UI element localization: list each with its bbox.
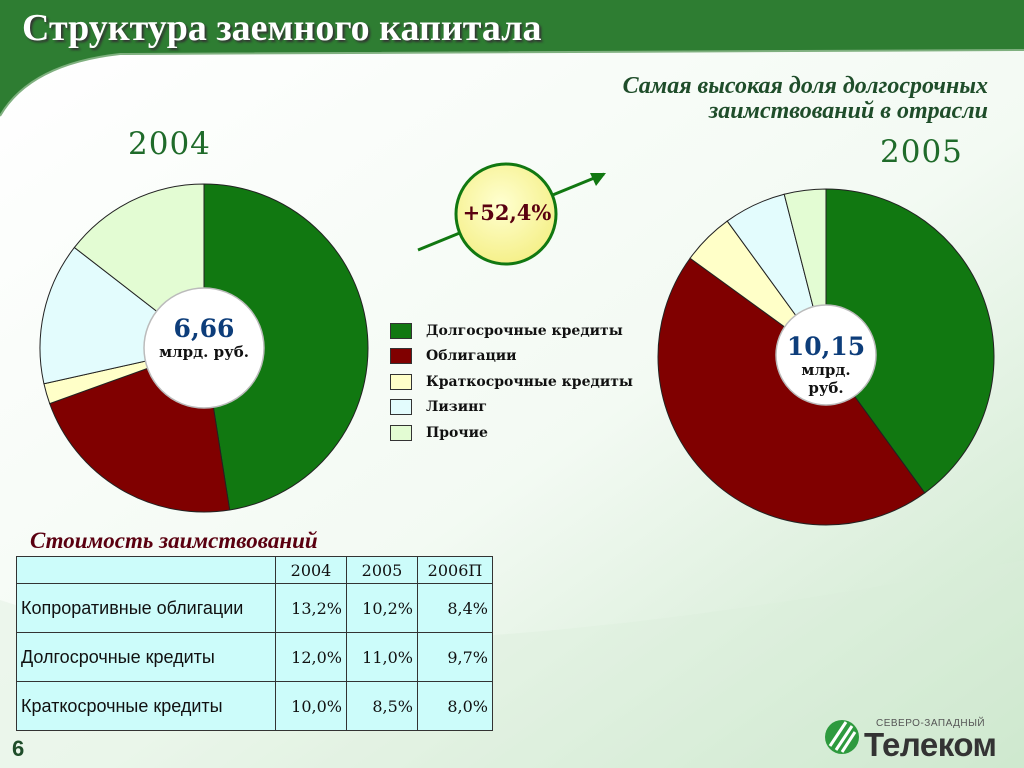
legend-swatch	[390, 322, 412, 339]
legend-swatch	[390, 373, 412, 390]
pie-2005-slice-long-term-credits	[825, 188, 995, 494]
cost-table-row-label: Краткосрочные кредиты	[16, 681, 276, 731]
cost-table-cell: 8,0%	[417, 681, 493, 731]
legend-label: Лизинг	[426, 399, 487, 416]
legend-label: Прочие	[426, 424, 488, 441]
pie-2005-year: 2005	[880, 134, 963, 170]
page-number: 6	[12, 736, 25, 761]
cost-table-cell: 12,0%	[275, 632, 347, 682]
pie-2004-slice-long-term-credits	[203, 183, 369, 511]
pie-2004-total-unit: млрд. руб.	[159, 343, 249, 361]
legend-swatch	[390, 399, 412, 416]
logo-name: Телеком	[864, 726, 997, 763]
cost-table-row-label: Копроративные облигации	[16, 583, 276, 633]
pie-2005-total: 10,15 млрд. руб.	[784, 332, 868, 397]
legend-item-bonds: Облигации	[390, 344, 633, 370]
growth-badge	[454, 162, 558, 266]
pie-2005-center	[775, 304, 877, 406]
legend-item-long-term-credits: Долгосрочные кредиты	[390, 318, 633, 344]
chart-legend: Долгосрочные кредиты Облигации Краткосро…	[390, 318, 633, 446]
slide-title: Структура заемного капитала	[22, 7, 542, 49]
pie-2004-total: 6,66 млрд. руб.	[154, 314, 254, 361]
pie-2005-total-unit: млрд. руб.	[801, 361, 851, 397]
cost-table-header-cell	[16, 556, 276, 584]
cost-table-header-row: 2004 2005 2006П	[16, 556, 493, 584]
cost-table-header-cell: 2006П	[417, 556, 493, 584]
cost-table-cell: 10,0%	[275, 681, 347, 731]
pie-2004-center	[143, 287, 265, 409]
cost-table-cell: 11,0%	[346, 632, 418, 682]
cost-table-cell: 9,7%	[417, 632, 493, 682]
pie-2004-total-value: 6,66	[173, 314, 235, 343]
legend-swatch	[390, 424, 412, 441]
cost-table-row: Краткосрочные кредиты 10,0% 8,5% 8,0%	[16, 681, 493, 731]
logo-subtitle: СЕВЕРО-ЗАПАДНЫЙ	[876, 718, 986, 729]
legend-label: Краткосрочные кредиты	[426, 373, 633, 390]
cost-table-cell: 10,2%	[346, 583, 418, 633]
cost-table-cell: 13,2%	[275, 583, 347, 633]
slide-subtitle: Самая высокая доля долгосрочных заимство…	[622, 73, 988, 124]
legend-swatch	[390, 348, 412, 365]
legend-label: Облигации	[426, 348, 517, 365]
legend-item-other: Прочие	[390, 420, 633, 446]
cost-table-header-cell: 2004	[275, 556, 347, 584]
cost-table-title: Стоимость заимствований	[30, 528, 318, 553]
legend-label: Долгосрочные кредиты	[426, 322, 623, 339]
pie-2004-year: 2004	[128, 126, 211, 162]
cost-table-row-label: Долгосрочные кредиты	[16, 632, 276, 682]
logo-mark	[825, 720, 859, 754]
cost-table-cell: 8,4%	[417, 583, 493, 633]
cost-table-row: Долгосрочные кредиты 12,0% 11,0% 9,7%	[16, 632, 493, 682]
pie-2005-total-value: 10,15	[786, 332, 866, 361]
cost-table: 2004 2005 2006П Копроративные облигации …	[16, 556, 493, 731]
legend-item-leasing: Лизинг	[390, 395, 633, 421]
cost-table-cell: 8,5%	[346, 681, 418, 731]
cost-table-row: Копроративные облигации 13,2% 10,2% 8,4%	[16, 583, 493, 633]
growth-arrow-head	[590, 173, 606, 186]
cost-table-header-cell: 2005	[346, 556, 418, 584]
legend-item-short-term-credits: Краткосрочные кредиты	[390, 369, 633, 395]
growth-badge-label: +52,4%	[462, 200, 552, 225]
